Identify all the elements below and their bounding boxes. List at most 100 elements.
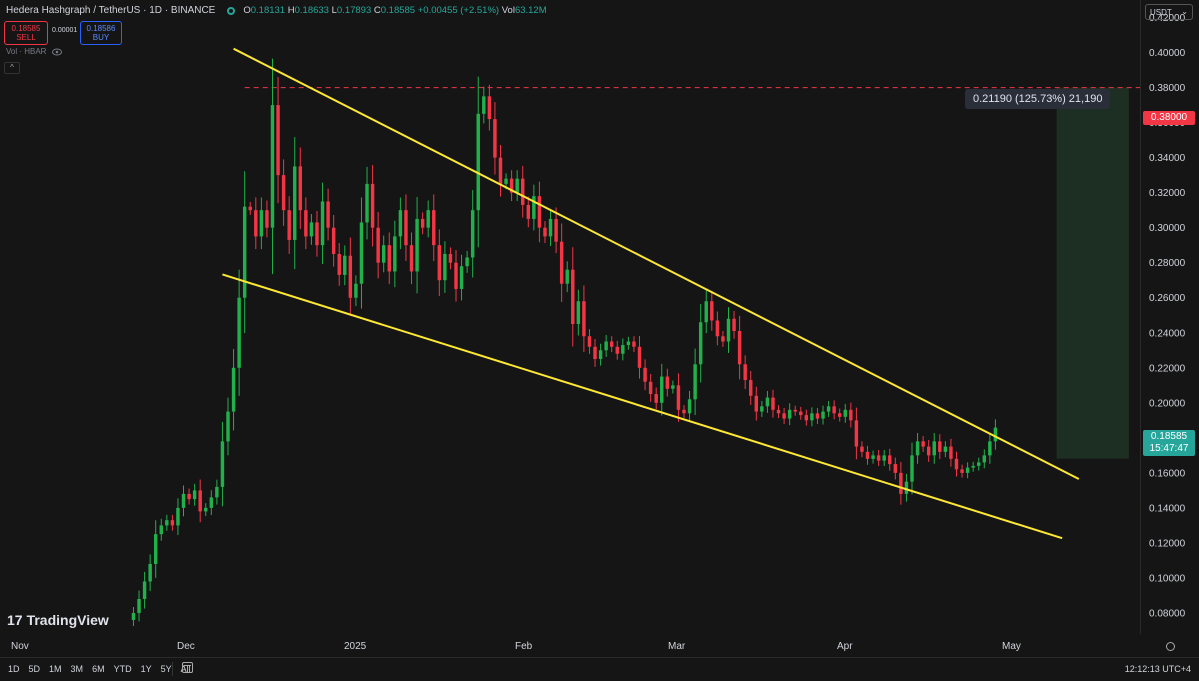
candle-body (682, 409, 686, 414)
candle-body (509, 178, 514, 193)
candle-body (487, 96, 492, 120)
candle-body (693, 364, 697, 400)
range-5y-button[interactable]: 5Y (160, 664, 172, 674)
candle-body (821, 411, 825, 419)
candle-body (348, 255, 353, 298)
candle-body (643, 367, 647, 382)
candle-body (137, 598, 141, 613)
candle-body (415, 218, 419, 272)
candle-body (443, 253, 447, 281)
candle-body (648, 381, 653, 395)
candle-body (354, 283, 358, 298)
range-1d-button[interactable]: 1D (8, 664, 20, 674)
tradingview-logo-icon: 17 (7, 612, 23, 628)
candle-body (876, 455, 881, 461)
candle-body (165, 520, 169, 526)
candle-body (387, 245, 391, 272)
candle-body (276, 105, 280, 176)
time-axis[interactable]: Nov Dec 2025 Feb Mar Apr May (0, 634, 1199, 657)
range-5d-button[interactable]: 5D (28, 664, 41, 674)
candle-body (637, 346, 642, 368)
candle-body (593, 346, 597, 360)
price-axis-label: 0.10000 (1149, 573, 1186, 584)
candle-body (142, 581, 147, 599)
candle-body (665, 376, 670, 389)
ohlc-open: 0.18131 (250, 5, 286, 16)
candle-body (815, 413, 820, 419)
range-ytd-button[interactable]: YTD (113, 664, 132, 674)
candle-body (737, 331, 742, 365)
candle-body (771, 397, 775, 410)
buy-button[interactable]: 0.18586 BUY (80, 21, 122, 45)
time-axis-label: Nov (11, 641, 29, 652)
candle-body (954, 458, 959, 470)
candle-body (281, 175, 286, 211)
currency-selector[interactable]: USDT ⌄ (1145, 4, 1193, 20)
candle-body (893, 464, 898, 473)
candle-body (537, 196, 542, 228)
candle-body (265, 210, 269, 228)
volume-indicator-text: Vol · HBAR (6, 47, 47, 56)
candle-body (532, 196, 536, 219)
candle-body (671, 385, 675, 389)
gear-icon[interactable] (1166, 642, 1175, 651)
candle-body (437, 245, 442, 281)
collapse-legend-button[interactable]: ^ (4, 62, 20, 74)
range-1y-button[interactable]: 1Y (140, 664, 152, 674)
price-axis-label: 0.08000 (1149, 608, 1186, 619)
candle-body (687, 399, 692, 414)
candle-body (381, 245, 386, 263)
candle-body (904, 481, 909, 494)
range-1m-button[interactable]: 1M (49, 664, 62, 674)
candle-body (760, 406, 764, 412)
range-6m-button[interactable]: 6M (92, 664, 105, 674)
candle-body (459, 266, 464, 289)
volume-indicator-label[interactable]: Vol · HBAR (6, 47, 62, 56)
candle-body (654, 394, 658, 403)
price-axis-label: 0.34000 (1149, 153, 1186, 164)
sell-button[interactable]: 0.18585 SELL (4, 21, 48, 45)
candle-body (571, 269, 575, 325)
candle-body (448, 253, 453, 263)
buy-price: 0.18586 (86, 24, 116, 33)
candle-body (832, 406, 836, 414)
candle-body (181, 493, 186, 508)
range-3m-button[interactable]: 3M (70, 664, 84, 674)
candle-body (131, 612, 136, 620)
candle-body (698, 322, 703, 365)
candle-body (231, 367, 236, 412)
candle-body (259, 210, 264, 237)
candle-body (726, 318, 731, 342)
toolbar-divider (172, 662, 173, 676)
candle-body (254, 210, 258, 237)
candle-body (209, 497, 214, 508)
candle-body (554, 218, 558, 242)
candle-body (565, 269, 569, 284)
candle-body (776, 409, 781, 414)
ohlc-close: 0.18585 (380, 5, 416, 16)
utc-clock[interactable]: 12:12:13 UTC+4 (1124, 664, 1191, 674)
time-axis-label: Apr (837, 641, 853, 652)
price-axis-label: 0.12000 (1149, 538, 1186, 549)
range-all-button[interactable]: All (180, 664, 191, 674)
candle-body (743, 364, 747, 381)
candle-body (837, 413, 842, 417)
candle-body (176, 507, 180, 526)
measure-label: 0.21190 (125.73%) 21,190 (965, 89, 1111, 109)
symbol-title[interactable]: Hedera Hashgraph / TetherUS · 1D · BINAN… (6, 5, 216, 16)
candle-body (765, 397, 770, 407)
candle-body (521, 178, 525, 205)
eye-icon[interactable] (51, 48, 62, 56)
candle-body (587, 336, 592, 347)
price-axis-label: 0.16000 (1149, 468, 1186, 479)
candle-body (398, 210, 403, 237)
candle-body (432, 210, 436, 246)
candle-body (993, 427, 998, 442)
price-axis[interactable] (1140, 0, 1199, 634)
candle-body (370, 183, 375, 228)
tradingview-logo[interactable]: 17 TradingView (7, 612, 109, 628)
candle-body (293, 166, 297, 240)
calendar-icon[interactable] (182, 662, 193, 673)
candle-body (826, 406, 831, 412)
price-axis-label: 0.28000 (1149, 258, 1186, 269)
